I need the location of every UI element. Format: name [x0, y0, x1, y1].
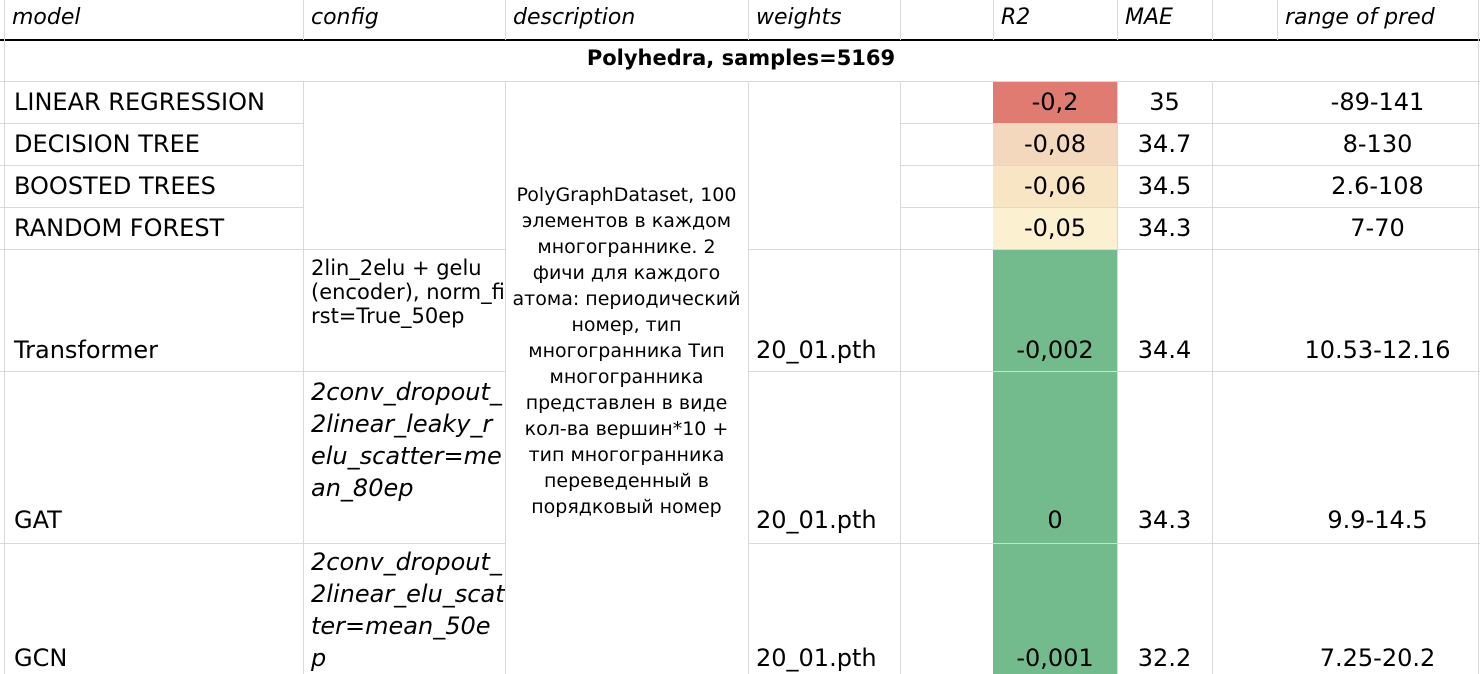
r2-bg-2: [993, 166, 1117, 207]
model-cell[interactable]: RANDOM FOREST: [14, 214, 225, 242]
mae-cell[interactable]: 34.7: [1137, 130, 1192, 158]
config-cell[interactable]: 2conv_dropout_2linear_leaky_relu_scatter…: [311, 378, 502, 502]
model-cell[interactable]: Transformer: [14, 336, 159, 364]
r2-cell[interactable]: -0,05: [1023, 214, 1087, 242]
model-cell[interactable]: BOOSTED TREES: [14, 172, 216, 200]
description-cell[interactable]: PolyGraphDataset, 100 элементов в каждом…: [512, 184, 741, 518]
model-cell[interactable]: LINEAR REGRESSION: [14, 88, 265, 116]
weights-cell[interactable]: 20_01.pth: [756, 644, 877, 672]
r2-cell[interactable]: -0,001: [1016, 644, 1094, 672]
r2-cell[interactable]: -0,06: [1023, 172, 1087, 200]
section-title[interactable]: Polyhedra, samples=5169: [586, 46, 896, 70]
model-cell[interactable]: DECISION TREE: [14, 130, 200, 158]
r2-bg-0: [993, 82, 1117, 123]
range-cell[interactable]: 9.9-14.5: [1327, 506, 1428, 534]
mae-cell[interactable]: 34.4: [1137, 336, 1192, 364]
header-range[interactable]: range of pred: [1285, 5, 1435, 30]
range-cell[interactable]: 7-70: [1350, 214, 1405, 242]
header-r2[interactable]: R2: [1001, 5, 1031, 30]
mae-cell[interactable]: 34.5: [1137, 172, 1192, 200]
r2-cell[interactable]: 0: [1047, 506, 1063, 534]
header-model[interactable]: model: [12, 5, 81, 30]
mae-cell[interactable]: 34.3: [1137, 214, 1192, 242]
r2-bg-1: [993, 124, 1117, 165]
header-mae[interactable]: MAE: [1125, 5, 1173, 30]
r2-cell[interactable]: -0,08: [1023, 130, 1087, 158]
weights-cell[interactable]: 20_01.pth: [756, 506, 877, 534]
weights-cell[interactable]: 20_01.pth: [756, 336, 877, 364]
r2-cell[interactable]: -0,002: [1016, 336, 1094, 364]
header-config[interactable]: config: [311, 5, 379, 30]
model-cell[interactable]: GCN: [14, 644, 68, 672]
mae-cell[interactable]: 32.2: [1137, 644, 1192, 672]
header-description[interactable]: description: [513, 5, 636, 30]
r2-cell[interactable]: -0,2: [1031, 88, 1079, 116]
range-cell[interactable]: 10.53-12.16: [1304, 336, 1451, 364]
mae-cell[interactable]: 35: [1149, 88, 1180, 116]
config-cell[interactable]: 2conv_dropout_2linear_elu_scatter=mean_5…: [311, 548, 505, 672]
model-cell[interactable]: GAT: [14, 506, 62, 534]
range-cell[interactable]: 2.6-108: [1331, 172, 1424, 200]
range-cell[interactable]: 8-130: [1342, 130, 1413, 158]
range-cell[interactable]: -89-141: [1330, 88, 1425, 116]
config-cell[interactable]: 2lin_2elu + gelu (encoder), norm_first=T…: [311, 256, 505, 328]
header-weights[interactable]: weights: [756, 5, 842, 30]
r2-bg-3: [993, 208, 1117, 249]
range-cell[interactable]: 7.25-20.2: [1319, 644, 1436, 672]
r2-bg-456: [993, 250, 1117, 674]
mae-cell[interactable]: 34.3: [1137, 506, 1192, 534]
